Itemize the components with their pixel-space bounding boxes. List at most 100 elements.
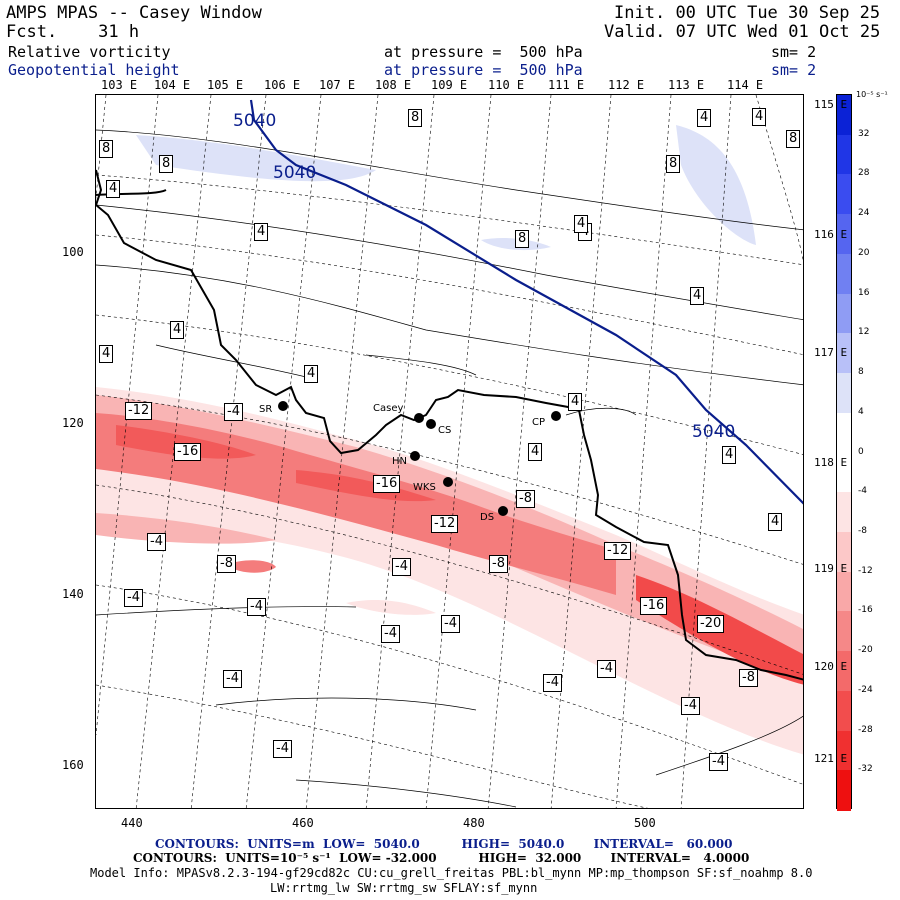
station-dot-wks [443,477,453,487]
lon-label-right: 117 E [814,346,848,359]
pos-vort-band [136,135,376,182]
lon-label: 110 E [488,78,525,92]
height-contour-5040 [249,99,803,505]
lon-label-right: 121 E [814,752,848,765]
station-label-hn: HN [392,456,407,467]
vorticity-contour-label: -4 [543,674,562,692]
legend-value: -8 [858,525,867,536]
vorticity-contour-label: -8 [489,555,508,573]
vorticity-contour-label: -4 [441,615,460,633]
lon-label: 113 E [668,78,705,92]
graticule [96,95,803,808]
legend-swatch [837,730,851,772]
color-legend [836,94,852,811]
legend-value: -12 [858,565,873,576]
lon-label-right: 118 E [814,456,848,469]
legend-unit: 10⁻⁵ s⁻¹ [856,90,888,99]
vorticity-contour-label: -12 [125,402,153,420]
vorticity-contour-label: 8 [666,155,681,173]
y-tick-label: 160 [62,758,84,772]
vorticity-contour-label: -8 [516,490,535,508]
neg-vort-blob-2 [346,600,436,615]
vorticity-contour-label: -20 [697,615,725,633]
valid-time: Valid. 07 UTC Wed 01 Oct 25 [604,23,880,41]
field1-level: at pressure = 500 hPa [384,43,583,61]
x-tick-label: 480 [463,816,485,830]
station-label-sr: SR [259,404,273,415]
vorticity-contour-label: -16 [174,443,202,461]
legend-swatch [837,571,851,613]
legend-value: 24 [858,208,870,219]
lon-label: 114 E [727,78,764,92]
lon-label: 112 E [608,78,645,92]
valid-value: 07 UTC Wed 01 Oct 25 [675,22,881,42]
station-label-casey: Casey [373,403,404,414]
vorticity-contour-label: -4 [681,697,700,715]
legend-swatch [837,373,851,414]
map-panel: SR Casey CS CP HN WKS DS 5040 5040 5040 … [95,94,804,809]
vorticity-contour-label: 4 [106,180,121,198]
vorticity-contour-label: -12 [431,515,459,533]
legend-swatch [837,293,851,335]
init-label: Init. [614,3,666,23]
field1-name: Relative vorticity [8,43,171,61]
vorticity-contour-label: 4 [722,446,737,464]
legend-swatch [837,531,851,573]
legend-swatch [837,651,851,692]
vorticity-contour-label: 4 [690,287,705,305]
legend-swatch [837,333,851,375]
field1-smoothing: sm= 2 [771,43,817,61]
vorticity-contour-label: 4 [170,321,185,339]
vorticity-contour-label: 4 [697,109,712,127]
vorticity-contour-label: 8 [159,155,174,173]
lon-label: 103 E [101,78,138,92]
station-label-wks: WKS [413,482,436,493]
pos-vort-blob-northeast [676,125,756,245]
station-dot-cp [551,411,561,421]
x-tick-label: 500 [634,816,656,830]
y-tick-label: 100 [62,245,84,259]
vorticity-contour-label: 4 [752,108,767,126]
vorticity-contour-label: -4 [147,533,166,551]
legend-value: 0 [858,446,864,457]
legend-value: -24 [858,684,873,695]
station-dot-casey [414,413,424,423]
vorticity-contour-label: -16 [640,597,668,615]
legend-swatch [837,611,851,653]
y-tick-label: 140 [62,587,84,601]
legend-swatch [837,492,851,533]
legend-value: -4 [858,486,867,497]
station-label-cs: CS [438,425,452,436]
vorticity-contour-label: -4 [223,670,242,688]
coastline [96,169,803,681]
vorticity-contour-label: 8 [515,230,530,248]
station-markers [278,401,561,516]
legend-swatch [837,95,851,136]
legend-value: -28 [858,724,873,735]
vorticity-contour-label: -4 [247,598,266,616]
lon-label: 105 E [207,78,244,92]
map-canvas [96,95,803,808]
vorticity-contour-label: 4 [99,345,114,363]
init-value: 00 UTC Tue 30 Sep 25 [675,3,881,23]
y-tick-label: 120 [62,416,84,430]
lon-label: 111 E [548,78,585,92]
lon-label: 109 E [431,78,468,92]
station-dot-ds [498,506,508,516]
vorticity-contour-label: -16 [373,475,401,493]
footer-model-info-2: LW:rrtmg_lw SW:rrtmg_sw SFLAY:sf_mynn [270,881,538,895]
model-title: AMPS MPAS -- Casey Window [6,3,262,23]
field2-smoothing: sm= 2 [771,61,817,79]
lon-label-right: 115 E [814,98,848,111]
legend-value: -32 [858,764,873,775]
vorticity-contour-label: -4 [709,753,728,771]
lon-label: 106 E [264,78,301,92]
lon-label: 107 E [319,78,356,92]
neg-vort-core-west [116,425,256,459]
x-tick-label: 440 [121,816,143,830]
positive-vorticity-shading [136,125,756,251]
vorticity-contour-label: -4 [392,558,411,576]
legend-value: 32 [858,128,870,139]
legend-swatch [837,690,851,732]
station-label-ds: DS [480,512,495,523]
